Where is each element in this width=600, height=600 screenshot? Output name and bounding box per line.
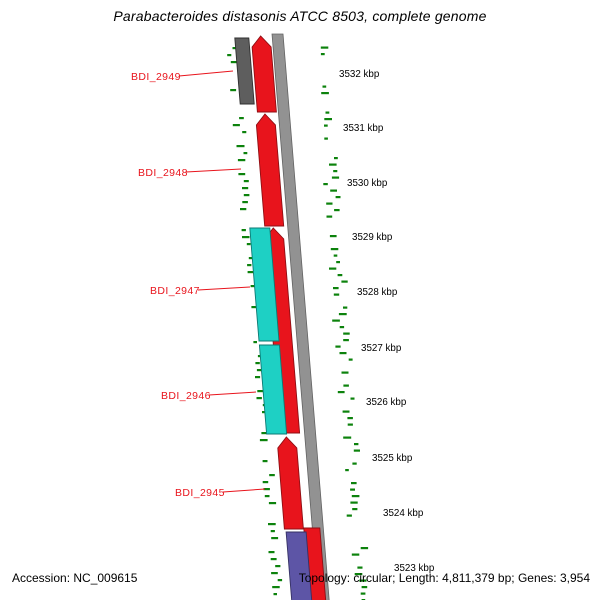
gene-label: BDI_2946 [161,390,211,402]
gene-leader-line [208,391,257,396]
position-tick-label: 3524 kbp [383,508,424,519]
position-tick-label: 3529 kbp [352,232,393,243]
page-title: Parabacteroides distasonis ATCC 8503, co… [113,8,487,24]
gene-leader-line [222,488,266,493]
position-tick-label: 3531 kbp [343,123,384,134]
gene-BDI_2947 [249,227,280,342]
position-tick-label: 3532 kbp [339,69,380,80]
gene-leader-line [178,70,234,77]
gene-label: BDI_2947 [150,285,200,297]
position-tick-label: 3528 kbp [357,287,398,298]
accession-text: Accession: NC_009615 [12,571,138,585]
gene-label: BDI_2948 [138,167,188,179]
position-tick-label: 3525 kbp [372,453,413,464]
backbone [271,33,330,600]
gene-leader-line [197,286,251,291]
gene-feature [234,37,255,105]
gene-feature [285,531,313,600]
position-tick-label: 3526 kbp [366,397,407,408]
gene-BDI_2945 [277,436,304,530]
gc-dots-left [227,47,283,596]
gene-leader-line [185,168,242,173]
genome-summary-text: Topology: circular; Length: 4,811,379 bp… [298,571,590,585]
gene-BDI_2948 [255,113,285,227]
position-tick-label: 3530 kbp [347,178,388,189]
position-tick-label: 3527 kbp [361,343,402,354]
position-tick-label: 3523 kbp [394,563,435,574]
gc-dots-right [320,46,369,600]
gene-label: BDI_2949 [131,71,181,83]
gene-BDI_2949 [251,35,277,113]
gene-label: BDI_2945 [175,487,225,499]
footer-bar: Accession: NC_009615 Topology: circular;… [12,571,590,585]
gene-BDI_2946 [258,344,288,435]
